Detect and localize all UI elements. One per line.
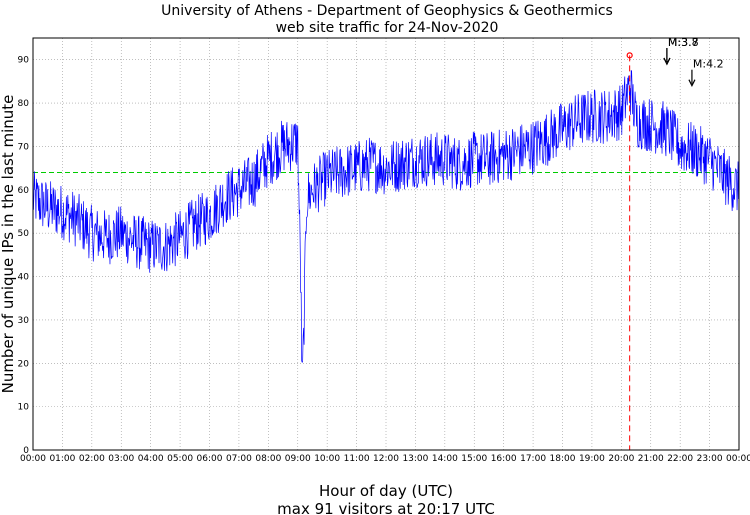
series-layer — [32, 70, 740, 364]
y-tick-label: 70 — [18, 142, 30, 152]
y-tick-label: 0 — [23, 446, 29, 456]
annotation-arrowhead — [688, 79, 696, 88]
x-tick-label: 23:00 — [697, 454, 723, 464]
x-tick-label: 07:00 — [226, 454, 252, 464]
y-tick-label: 60 — [18, 186, 30, 196]
y-tick-labels: 0 10 20 30 40 50 60 70 80 90 — [18, 56, 30, 456]
x-tick-label: 01:00 — [49, 454, 75, 464]
x-tick-label: 18:00 — [550, 454, 576, 464]
y-axis-label: Number of unique IPs in the last minute — [0, 95, 17, 394]
x-tick-label: 19:00 — [579, 454, 605, 464]
y-tick-label: 10 — [18, 403, 30, 413]
x-tick-label: 03:00 — [108, 454, 134, 464]
x-tick-label: 12:00 — [373, 454, 399, 464]
y-tick-label: 40 — [18, 273, 30, 283]
annotation-label: M:3.7 — [668, 36, 699, 49]
annotation-label: M:3.8 — [668, 36, 699, 49]
x-tick-label: 04:00 — [138, 454, 164, 464]
marker-layer: M:3.7M:3.8 M:4.2 — [626, 36, 724, 450]
x-tick-label: 02:00 — [79, 454, 105, 464]
x-tick-label: 21:00 — [638, 454, 664, 464]
grid-lines — [33, 38, 739, 450]
x-tick-label: 14:00 — [432, 454, 458, 464]
x-tick-label: 20:00 — [608, 454, 634, 464]
annotation-label: M:4.2 — [693, 58, 724, 71]
x-tick-labels: 00:00 01:00 02:00 03:00 04:00 05:00 06:00 07:00… — [20, 454, 750, 464]
x-tick-label: 13:00 — [402, 454, 428, 464]
x-tick-label: 09:00 — [285, 454, 311, 464]
y-tick-label: 80 — [18, 99, 30, 109]
x-tick-label: 22:00 — [667, 454, 693, 464]
series-line — [32, 70, 740, 364]
max-visitors-note: max 91 visitors at 20:17 UTC — [277, 500, 495, 515]
chart-title: University of Athens - Department of Geo… — [161, 3, 613, 19]
y-tick-label: 20 — [18, 359, 30, 369]
plot-frame — [32, 37, 740, 451]
x-tick-label: 00:00 — [726, 454, 750, 464]
x-tick-label: 15:00 — [461, 454, 487, 464]
annotation-arrowhead — [663, 57, 671, 66]
chart-subtitle: web site traffic for 24-Nov-2020 — [276, 20, 499, 36]
y-tick-label: 90 — [18, 56, 30, 66]
x-tick-label: 17:00 — [520, 454, 546, 464]
y-tick-label: 30 — [18, 316, 30, 326]
x-tick-label: 05:00 — [167, 454, 193, 464]
y-tick-label: 50 — [18, 229, 30, 239]
x-tick-label: 08:00 — [255, 454, 281, 464]
max-marker-dot — [626, 52, 633, 59]
x-tick-label: 10:00 — [314, 454, 340, 464]
x-tick-label: 11:00 — [344, 454, 370, 464]
x-axis-label: Hour of day (UTC) — [319, 482, 453, 500]
x-tick-label: 06:00 — [197, 454, 223, 464]
x-tick-label: 16:00 — [491, 454, 517, 464]
x-tick-label: 00:00 — [20, 454, 46, 464]
